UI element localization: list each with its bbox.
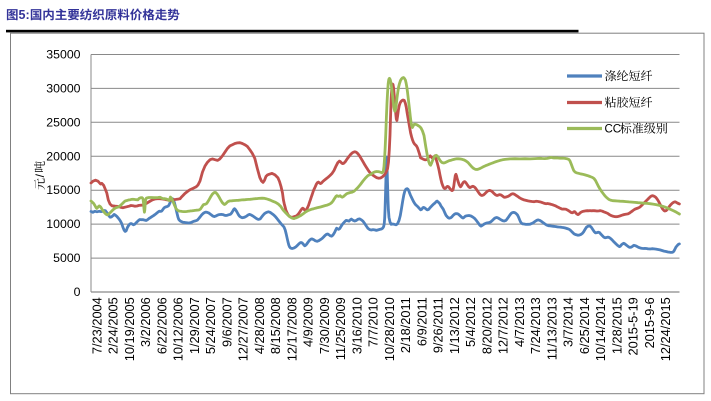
svg-text:12/7/2012: 12/7/2012 (496, 297, 511, 354)
svg-text:4/28/2008: 4/28/2008 (252, 297, 267, 354)
svg-text:8/15/2008: 8/15/2008 (268, 297, 283, 354)
svg-text:9/26/2011: 9/26/2011 (431, 297, 446, 353)
svg-text:12/17/2008: 12/17/2008 (284, 297, 299, 361)
svg-text:7/24/2013: 7/24/2013 (528, 297, 543, 354)
svg-text:10/28/2010: 10/28/2010 (382, 297, 397, 361)
svg-text:2/18/2011: 2/18/2011 (398, 297, 413, 353)
svg-text:12/24/2015: 12/24/2015 (658, 297, 673, 361)
svg-text:1/28/2015: 1/28/2015 (609, 297, 624, 354)
svg-text:/: / (33, 173, 47, 177)
svg-text:3/16/2010: 3/16/2010 (349, 297, 364, 354)
svg-text:3/7/2014: 3/7/2014 (561, 297, 576, 347)
svg-text:6/22/2006: 6/22/2006 (155, 297, 170, 354)
svg-text:5:: 5: (19, 8, 30, 22)
svg-text:3/2/2006: 3/2/2006 (138, 297, 153, 347)
svg-text:10/12/2006: 10/12/2006 (171, 297, 186, 361)
svg-text:4/7/2013: 4/7/2013 (512, 297, 527, 347)
svg-text:2015-5-19: 2015-5-19 (626, 297, 641, 355)
svg-text:CC: CC (605, 124, 622, 136)
svg-text:10/14/2014: 10/14/2014 (593, 297, 608, 361)
svg-text:10/19/2005: 10/19/2005 (122, 297, 137, 361)
svg-text:6/9/2011: 6/9/2011 (414, 297, 429, 346)
svg-text:6/25/2014: 6/25/2014 (577, 297, 592, 354)
svg-text:7/7/2010: 7/7/2010 (366, 297, 381, 347)
svg-text:5/24/2007: 5/24/2007 (203, 297, 218, 354)
svg-text:12/27/2007: 12/27/2007 (236, 297, 251, 361)
svg-text:4/9/2009: 4/9/2009 (301, 297, 316, 347)
svg-text:8/20/2012: 8/20/2012 (479, 297, 494, 354)
svg-text:15000: 15000 (46, 183, 80, 197)
svg-text:2015-9-6: 2015-9-6 (642, 297, 657, 348)
svg-text:25000: 25000 (46, 115, 80, 129)
svg-text:10000: 10000 (46, 217, 80, 231)
svg-text:9/6/2007: 9/6/2007 (220, 297, 235, 347)
svg-text:2/24/2005: 2/24/2005 (106, 297, 121, 354)
svg-text:11/25/2009: 11/25/2009 (333, 297, 348, 360)
svg-text:1/13/2012: 1/13/2012 (447, 297, 462, 354)
svg-text:30000: 30000 (46, 81, 80, 95)
svg-text:0: 0 (74, 285, 81, 299)
svg-text:11/13/2013: 11/13/2013 (544, 297, 559, 360)
svg-text:7/23/2004: 7/23/2004 (90, 297, 105, 354)
svg-text:35000: 35000 (46, 48, 80, 62)
svg-text:1/29/2007: 1/29/2007 (187, 297, 202, 354)
svg-text:5/4/2012: 5/4/2012 (463, 297, 478, 347)
svg-text:20000: 20000 (46, 149, 80, 163)
svg-text:7/30/2009: 7/30/2009 (317, 297, 332, 354)
svg-text:5000: 5000 (53, 251, 81, 265)
